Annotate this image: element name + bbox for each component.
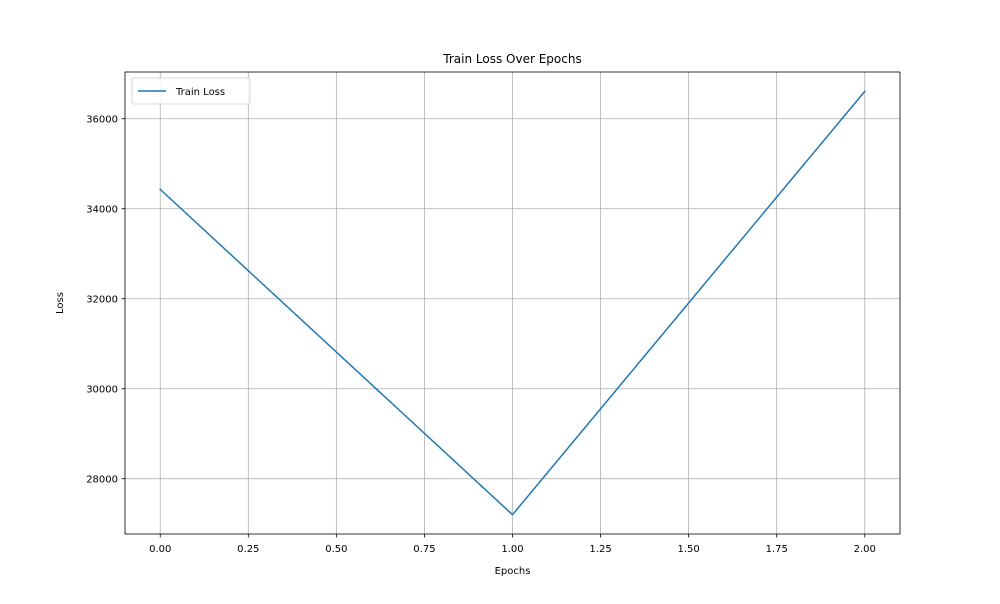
- x-tick-label: 0.75: [413, 544, 435, 555]
- x-tick-label: 0.00: [149, 544, 171, 555]
- legend-box: [131, 77, 251, 105]
- grid-layer: [125, 72, 900, 534]
- legend-label-train-loss: Train Loss: [175, 87, 225, 98]
- x-tick-label: 2.00: [854, 544, 876, 555]
- y-tick-label: 28000: [86, 475, 118, 486]
- x-tick-label: 1.75: [766, 544, 788, 555]
- x-tick-label: 1.25: [589, 544, 611, 555]
- tick-layer: 0.00 0.25 0.50 0.75 1.00 1.25 1.50 1.75 2.00 2800…: [86, 115, 876, 555]
- chart-title: Train Loss Over Epochs: [442, 52, 581, 66]
- y-tick-label: 32000: [86, 295, 118, 306]
- y-tick-label: 30000: [86, 385, 118, 396]
- series-line-train-loss: [159, 90, 866, 516]
- data-layer: [159, 90, 866, 516]
- x-tick-label: 1.00: [501, 544, 523, 555]
- y-axis-label: Loss: [55, 292, 66, 314]
- x-tick-label: 1.50: [678, 544, 700, 555]
- x-tick-label: 0.25: [237, 544, 259, 555]
- y-tick-label: 34000: [86, 205, 118, 216]
- x-tick-label: 0.50: [325, 544, 347, 555]
- x-axis-label: Epochs: [495, 566, 531, 577]
- legend: Train Loss: [131, 77, 251, 105]
- y-tick-label: 36000: [86, 115, 118, 126]
